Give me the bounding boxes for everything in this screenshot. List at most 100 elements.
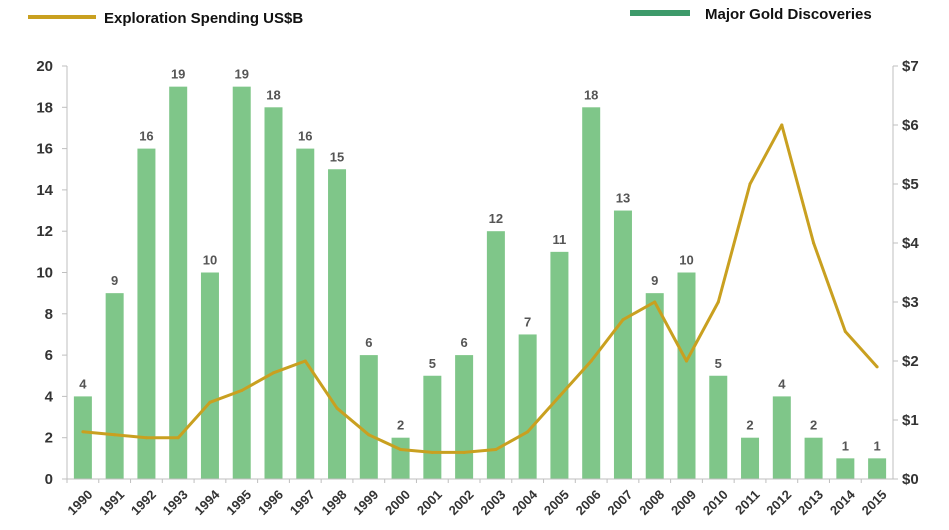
right-axis-ticks: $0 $1 $2 $3 $4 $5 $6 $7 <box>893 58 919 488</box>
line-point <box>843 330 847 333</box>
bar <box>868 458 887 479</box>
bar <box>582 107 601 480</box>
bar <box>359 355 378 479</box>
left-axis-tick-label: 12 <box>36 223 53 240</box>
bar <box>328 169 347 479</box>
line-point <box>812 241 816 245</box>
x-axis-tick-label: 2004 <box>509 486 541 518</box>
line-point <box>430 450 434 454</box>
line-point <box>748 182 752 186</box>
left-axis-tick-label: 10 <box>36 265 53 282</box>
x-axis-tick-label: 2007 <box>604 487 635 518</box>
left-axis-tick-label: 18 <box>36 99 53 116</box>
x-axis-tick-label: 1997 <box>287 487 318 518</box>
bar-data-label: 18 <box>584 87 598 102</box>
bar <box>137 148 156 479</box>
left-axis-tick-label: 2 <box>45 430 53 447</box>
bar <box>486 231 505 479</box>
left-axis-tick-label: 0 <box>45 471 53 488</box>
bar <box>645 293 664 479</box>
bar <box>804 437 823 479</box>
x-axis-tick-label: 2013 <box>795 487 826 518</box>
bar <box>232 86 251 480</box>
line-point <box>240 389 244 392</box>
x-axis-tick-label: 2010 <box>700 487 731 518</box>
bar <box>296 148 315 479</box>
x-axis-tick-label: 1992 <box>128 487 159 518</box>
right-axis-tick-label: $3 <box>902 294 919 311</box>
x-axis-tick-label: 2003 <box>477 487 508 518</box>
line-point <box>589 359 593 363</box>
bar-data-label: 18 <box>266 87 280 102</box>
x-axis-tick-label: 2008 <box>636 487 667 518</box>
line-point <box>399 448 403 451</box>
x-axis-tick-label: 2006 <box>573 487 604 518</box>
bar-data-label: 5 <box>715 356 722 371</box>
bar-data-label: 1 <box>873 438 880 453</box>
bar <box>772 396 791 479</box>
bar-data-label: 7 <box>524 314 531 329</box>
line-point <box>526 430 530 434</box>
bar-data-label: 6 <box>460 335 467 350</box>
right-axis-tick-label: $5 <box>902 176 919 193</box>
bar-data-label: 2 <box>397 418 404 433</box>
bar-data-label: 1 <box>842 438 849 453</box>
line-series <box>81 123 879 454</box>
bar <box>73 396 92 479</box>
left-axis-tick-label: 20 <box>36 58 53 75</box>
x-axis-tick-label: 2000 <box>382 487 413 518</box>
x-axis-tick-label: 1996 <box>255 487 286 518</box>
line-point <box>494 448 498 451</box>
bar-data-label: 12 <box>489 211 503 226</box>
bar-data-label: 6 <box>365 335 372 350</box>
line-point <box>303 359 307 363</box>
line-point <box>557 394 561 398</box>
x-axis-tick-label: 1999 <box>350 487 381 518</box>
x-axis-tick-label: 2014 <box>827 486 859 518</box>
legend-label-gold-discoveries: Major Gold Discoveries <box>705 6 872 23</box>
bar <box>455 355 474 479</box>
x-axis-tick-label: 2015 <box>859 487 890 518</box>
legend: Exploration Spending US$B Major Gold Dis… <box>28 6 872 27</box>
x-axis-tick-label: 1993 <box>160 487 191 518</box>
bar-data-label: 10 <box>203 253 217 268</box>
x-axis-tick-label: 1998 <box>319 487 350 518</box>
line-point <box>272 371 275 375</box>
left-axis-tick-label: 14 <box>36 182 53 199</box>
bar <box>613 210 632 480</box>
bar <box>518 334 537 479</box>
bar <box>741 437 760 479</box>
left-axis-tick-label: 8 <box>45 306 53 323</box>
x-axis-tick-label: 2001 <box>414 487 445 518</box>
line-point <box>113 433 117 437</box>
x-axis-tick-label: 2012 <box>763 487 794 518</box>
x-axis-tick-label: 2011 <box>732 487 763 518</box>
bar-data-label: 9 <box>111 273 118 288</box>
left-axis-tick-label: 4 <box>45 388 54 405</box>
x-axis-tick-label: 1994 <box>191 486 223 518</box>
bar <box>264 107 283 480</box>
x-axis-ticks: 1990 1991 1992 1993 1994 1995 1996 1997 1998 1999… <box>64 479 890 518</box>
right-axis-tick-label: $0 <box>902 471 919 488</box>
bar-data-label: 4 <box>778 376 786 391</box>
left-axis-ticks: 0 2 4 6 8 10 12 14 16 18 20 <box>36 58 67 488</box>
bar-data-label: 2 <box>810 418 817 433</box>
x-axis-tick-label: 1991 <box>96 487 127 518</box>
bar <box>391 437 410 479</box>
right-axis-tick-label: $7 <box>902 58 919 75</box>
left-axis-tick-label: 16 <box>36 141 53 158</box>
left-axis-tick-label: 6 <box>45 347 53 364</box>
line-point <box>685 359 688 363</box>
bar-data-label: 13 <box>616 191 630 206</box>
bar <box>169 86 188 480</box>
right-axis-tick-label: $4 <box>902 235 919 252</box>
x-axis-tick-label: 1990 <box>64 487 95 518</box>
line-point <box>462 450 466 454</box>
bar-data-label: 2 <box>746 418 753 433</box>
bar-data-label: 5 <box>429 356 436 371</box>
line-point <box>176 436 180 440</box>
bar <box>836 458 855 479</box>
x-axis-tick-label: 1995 <box>223 487 254 518</box>
